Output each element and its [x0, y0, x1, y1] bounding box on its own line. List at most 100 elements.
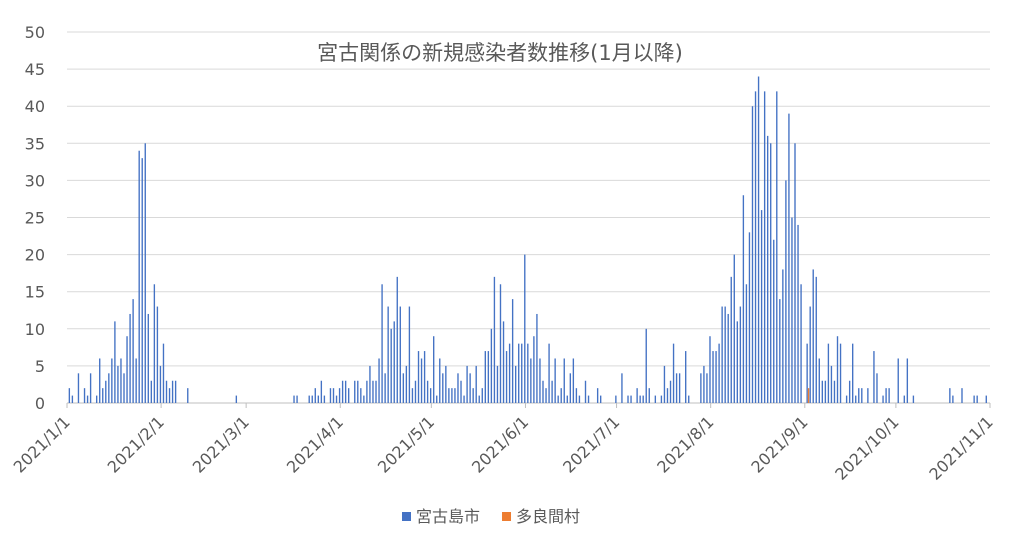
bar — [833, 380, 836, 403]
bar — [102, 388, 104, 403]
bar — [685, 351, 687, 403]
bar — [527, 343, 529, 403]
bar — [824, 380, 827, 403]
x-tick-label: 2021/3/1 — [189, 412, 253, 476]
bar — [848, 380, 851, 403]
bar — [505, 351, 508, 403]
bar — [757, 76, 760, 404]
bar — [105, 380, 107, 403]
bar — [381, 284, 383, 403]
x-tick-label: 2021/6/1 — [468, 412, 532, 476]
bar — [669, 380, 672, 403]
bar — [748, 232, 751, 403]
bar — [369, 365, 371, 403]
bar — [463, 395, 465, 403]
bar — [108, 373, 110, 403]
bar — [600, 395, 602, 403]
bar — [873, 351, 875, 403]
bar — [797, 224, 799, 403]
bar — [524, 254, 526, 403]
bar — [402, 373, 405, 403]
bar — [888, 388, 890, 403]
bar — [144, 143, 146, 404]
bar — [314, 388, 316, 403]
bar — [627, 395, 629, 403]
bar — [745, 284, 748, 403]
bar — [363, 395, 365, 403]
bar — [384, 373, 386, 403]
bar — [897, 358, 899, 403]
bar — [442, 373, 444, 403]
y-tick-label: 5 — [35, 357, 45, 376]
bar — [961, 388, 963, 403]
bar — [672, 343, 675, 403]
bar — [654, 395, 657, 403]
bar — [135, 358, 137, 403]
bar — [560, 388, 562, 403]
bar — [906, 358, 909, 403]
bar — [414, 380, 417, 403]
legend-swatch — [402, 512, 411, 521]
bar — [630, 395, 632, 403]
bar — [563, 358, 565, 403]
bar — [466, 365, 468, 403]
bar — [973, 395, 975, 403]
bar — [514, 365, 517, 403]
bar — [372, 380, 374, 403]
bar — [903, 395, 905, 403]
bar — [751, 106, 754, 403]
x-tick-label: 2021/1/1 — [10, 412, 74, 476]
bar — [117, 365, 119, 403]
bar — [770, 143, 772, 404]
bar — [472, 388, 474, 403]
bar — [587, 395, 590, 403]
bar — [68, 388, 71, 403]
bar — [806, 343, 808, 403]
bar — [754, 91, 757, 404]
bar — [545, 388, 547, 403]
bar — [390, 328, 392, 403]
bar — [791, 217, 793, 403]
bar — [985, 395, 987, 403]
bar — [323, 395, 326, 403]
bar — [502, 321, 505, 403]
bar — [168, 388, 171, 403]
bar — [518, 343, 520, 403]
bar — [423, 351, 426, 403]
bar — [766, 135, 769, 403]
bar — [858, 388, 860, 403]
x-tick-label: 2021/2/1 — [104, 412, 168, 476]
bar — [484, 351, 486, 403]
bar — [156, 306, 159, 403]
bar — [393, 321, 395, 403]
bar — [712, 351, 714, 403]
bar — [569, 373, 572, 403]
bar — [114, 321, 116, 403]
bar — [187, 388, 189, 403]
bar — [493, 276, 496, 403]
bar — [436, 395, 438, 403]
bar — [785, 180, 787, 403]
bar — [763, 91, 766, 404]
bar — [700, 373, 702, 403]
bar — [429, 388, 432, 403]
bar — [782, 269, 784, 403]
bar — [554, 358, 556, 403]
bar — [360, 388, 362, 403]
bar — [727, 313, 729, 403]
bar — [861, 388, 863, 403]
bar — [162, 343, 165, 403]
bar — [542, 380, 544, 403]
x-tick-label: 2021/7/1 — [559, 412, 623, 476]
bar — [794, 143, 796, 404]
bar — [366, 380, 368, 403]
bar — [821, 380, 824, 403]
bar — [335, 395, 338, 403]
bar — [83, 388, 86, 403]
bar — [596, 388, 599, 403]
x-tick-label: 2021/4/1 — [283, 412, 347, 476]
bar — [354, 380, 356, 403]
bar — [976, 395, 978, 403]
bar — [396, 276, 398, 403]
